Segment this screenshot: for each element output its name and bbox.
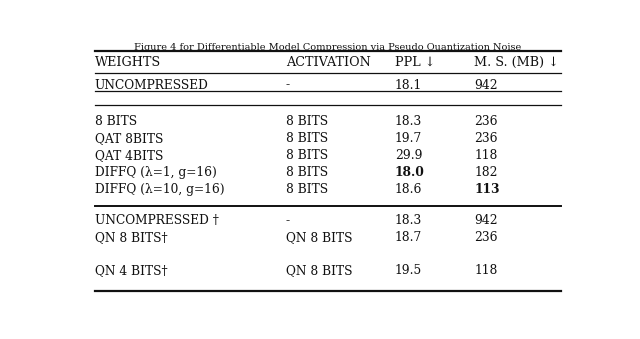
Text: 18.1: 18.1 [395, 79, 422, 92]
Text: PPL ↓: PPL ↓ [395, 56, 435, 68]
Text: ACTIVATION: ACTIVATION [286, 56, 371, 68]
Text: 182: 182 [474, 166, 498, 179]
Text: 236: 236 [474, 115, 498, 128]
Text: 18.6: 18.6 [395, 183, 422, 196]
Text: 236: 236 [474, 132, 498, 145]
Text: WEIGHTS: WEIGHTS [95, 56, 161, 68]
Text: 942: 942 [474, 79, 498, 92]
Text: 8 BITS: 8 BITS [95, 115, 137, 128]
Text: 8 BITS: 8 BITS [286, 166, 328, 179]
Text: -: - [286, 79, 290, 92]
Text: QN 8 BITS: QN 8 BITS [286, 231, 353, 244]
Text: 8 BITS: 8 BITS [286, 183, 328, 196]
Text: 8 BITS: 8 BITS [286, 149, 328, 162]
Text: QAT 8BITS: QAT 8BITS [95, 132, 163, 145]
Text: 18.7: 18.7 [395, 231, 422, 244]
Text: QN 4 BITS†: QN 4 BITS† [95, 264, 168, 277]
Text: 8 BITS: 8 BITS [286, 115, 328, 128]
Text: 942: 942 [474, 214, 498, 227]
Text: -: - [286, 214, 290, 227]
Text: QAT 4BITS: QAT 4BITS [95, 149, 163, 162]
Text: UNCOMPRESSED †: UNCOMPRESSED † [95, 214, 219, 227]
Text: M. S. (MB) ↓: M. S. (MB) ↓ [474, 56, 559, 68]
Text: 29.9: 29.9 [395, 149, 422, 162]
Text: 113: 113 [474, 183, 500, 196]
Text: 118: 118 [474, 149, 498, 162]
Text: DIFFQ (λ=1, g=16): DIFFQ (λ=1, g=16) [95, 166, 217, 179]
Text: 118: 118 [474, 264, 498, 277]
Text: 18.3: 18.3 [395, 115, 422, 128]
Text: 18.3: 18.3 [395, 214, 422, 227]
Text: 19.5: 19.5 [395, 264, 422, 277]
Text: QN 8 BITS: QN 8 BITS [286, 264, 353, 277]
Text: 236: 236 [474, 231, 498, 244]
Text: UNCOMPRESSED: UNCOMPRESSED [95, 79, 209, 92]
Text: 19.7: 19.7 [395, 132, 422, 145]
Text: QN 8 BITS†: QN 8 BITS† [95, 231, 168, 244]
Text: 18.0: 18.0 [395, 166, 425, 179]
Text: 8 BITS: 8 BITS [286, 132, 328, 145]
Text: DIFFQ (λ=10, g=16): DIFFQ (λ=10, g=16) [95, 183, 225, 196]
Text: Figure 4 for Differentiable Model Compression via Pseudo Quantization Noise: Figure 4 for Differentiable Model Compre… [134, 43, 522, 52]
